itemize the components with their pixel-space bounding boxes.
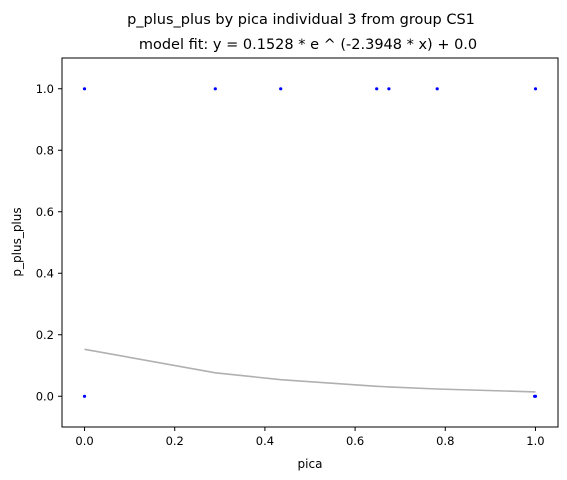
y-tick-label: 1.0 <box>36 82 54 96</box>
x-axis: 0.0 0.2 0.4 0.6 0.8 1.0 <box>75 427 545 448</box>
x-tick-label: 0.4 <box>256 434 274 448</box>
x-tick-label: 0.0 <box>75 434 93 448</box>
data-point <box>82 394 87 398</box>
data-point <box>279 87 283 91</box>
y-tick-label: 0.0 <box>36 389 54 403</box>
data-point <box>375 87 379 91</box>
chart-title: p_plus_plus by pica individual 3 from gr… <box>127 12 475 28</box>
y-tick-label: 0.2 <box>36 328 54 342</box>
data-point <box>82 87 87 91</box>
data-point <box>387 87 391 91</box>
y-axis: 0.0 0.2 0.4 0.6 0.8 1.0 <box>36 82 62 403</box>
data-point <box>213 87 217 91</box>
x-tick-label: 0.8 <box>436 434 454 448</box>
data-point <box>533 87 538 91</box>
y-tick-label: 0.8 <box>36 143 54 157</box>
x-axis-label: pica <box>298 457 323 471</box>
data-point <box>435 87 439 91</box>
y-tick-label: 0.4 <box>36 266 54 280</box>
data-point <box>533 394 538 398</box>
plot-frame <box>61 57 559 428</box>
x-tick-label: 0.6 <box>346 434 364 448</box>
x-tick-label: 1.0 <box>526 434 544 448</box>
plot-area <box>82 87 538 398</box>
y-tick-label: 0.6 <box>36 205 54 219</box>
x-tick-label: 0.2 <box>166 434 184 448</box>
chart-subtitle: model fit: y = 0.1528 * e ^ (-2.3948 * x… <box>139 37 477 53</box>
fit-line <box>84 348 536 393</box>
y-axis-label: p_plus_plus <box>10 207 24 276</box>
